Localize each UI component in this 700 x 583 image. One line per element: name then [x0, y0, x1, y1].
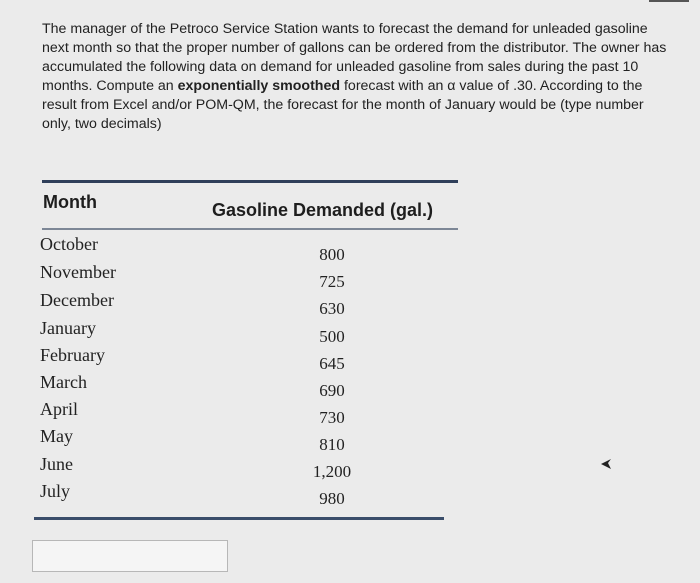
question-text: The manager of the Petroco Service Stati… [42, 20, 672, 134]
month-cell: May [40, 426, 73, 446]
demand-cell: 1,200 [312, 462, 352, 481]
demand-cell: 980 [319, 489, 345, 508]
table-header-rule [42, 228, 458, 230]
demand-cell: 810 [319, 435, 345, 454]
demand-cell: 725 [319, 272, 345, 291]
demand-cell: 645 [319, 354, 345, 373]
month-cell: January [40, 318, 96, 338]
month-cell: March [40, 372, 87, 392]
top-edge-mark [649, 0, 689, 5]
demand-cell: 800 [319, 245, 345, 264]
table-bottom-rule [34, 517, 444, 520]
month-cell: December [40, 290, 114, 310]
column-header-gasoline: Gasoline Demanded (gal.) [212, 200, 434, 220]
question-text-bold: exponentially smoothed [177, 78, 341, 94]
month-cell: April [40, 399, 78, 419]
arrow-cursor-icon [601, 459, 611, 469]
demand-cell: 730 [319, 408, 345, 427]
month-cell: July [40, 481, 71, 501]
month-cell: June [40, 454, 73, 474]
demand-cell: 630 [319, 299, 345, 318]
question-text-part2: forecast with an α value of .30. Accordi… [42, 78, 644, 132]
month-cell: October [40, 234, 98, 254]
demand-cell: 690 [319, 381, 345, 400]
table-top-rule [42, 180, 458, 183]
question-text-part1: The manager of the Petroco Service Stati… [42, 21, 667, 94]
month-cell: November [40, 262, 116, 282]
column-header-month: Month [43, 192, 97, 212]
month-cell: February [40, 345, 105, 365]
answer-input[interactable] [32, 540, 228, 572]
demand-cell: 500 [319, 327, 345, 346]
